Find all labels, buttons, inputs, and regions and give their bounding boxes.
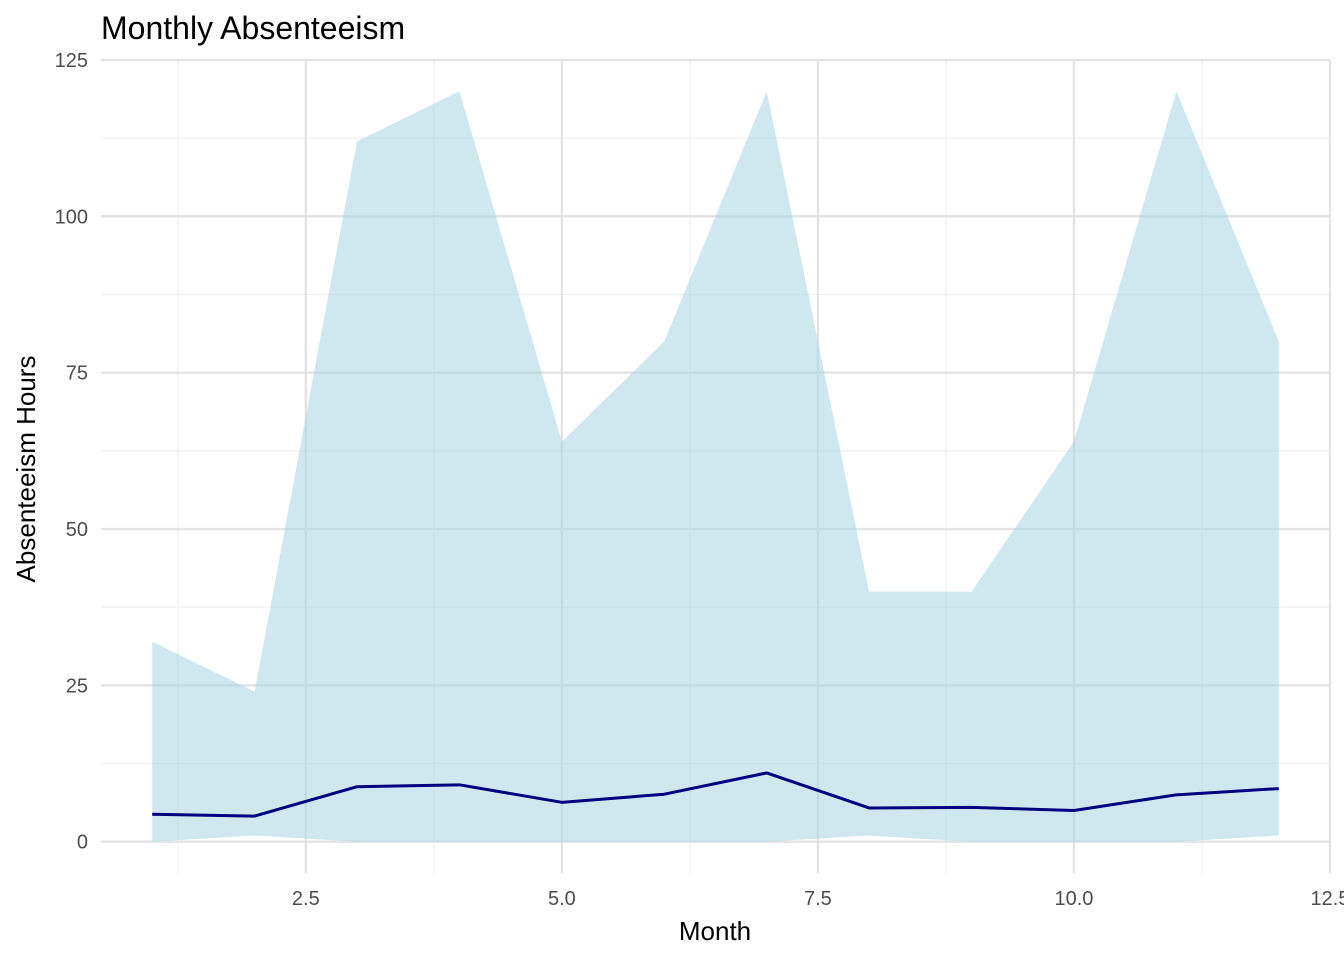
y-tick-label: 0 (77, 832, 88, 854)
x-tick-label: 12.5 (1311, 888, 1344, 910)
y-tick-label: 125 (55, 50, 88, 72)
chart-title: Monthly Absenteeism (101, 10, 405, 46)
x-axis-title: Month (679, 916, 751, 946)
y-tick-label: 25 (66, 675, 88, 697)
x-tick-label: 5.0 (548, 888, 576, 910)
y-axis-title: Absenteeism Hours (11, 356, 41, 583)
y-tick-label: 75 (66, 363, 88, 385)
x-tick-label: 7.5 (804, 888, 832, 910)
y-axis-ticks: 0 25 50 75 100 125 (55, 50, 88, 854)
x-axis-ticks: 2.5 5.0 7.5 10.0 12.5 (292, 888, 1344, 910)
plot-marks (152, 91, 1279, 842)
average-line (152, 771, 1279, 818)
y-tick-label: 50 (66, 519, 88, 541)
y-tick-label: 100 (55, 206, 88, 228)
range-ribbon (152, 91, 1279, 842)
x-tick-label: 10.0 (1054, 888, 1093, 910)
x-tick-label: 2.5 (292, 888, 320, 910)
